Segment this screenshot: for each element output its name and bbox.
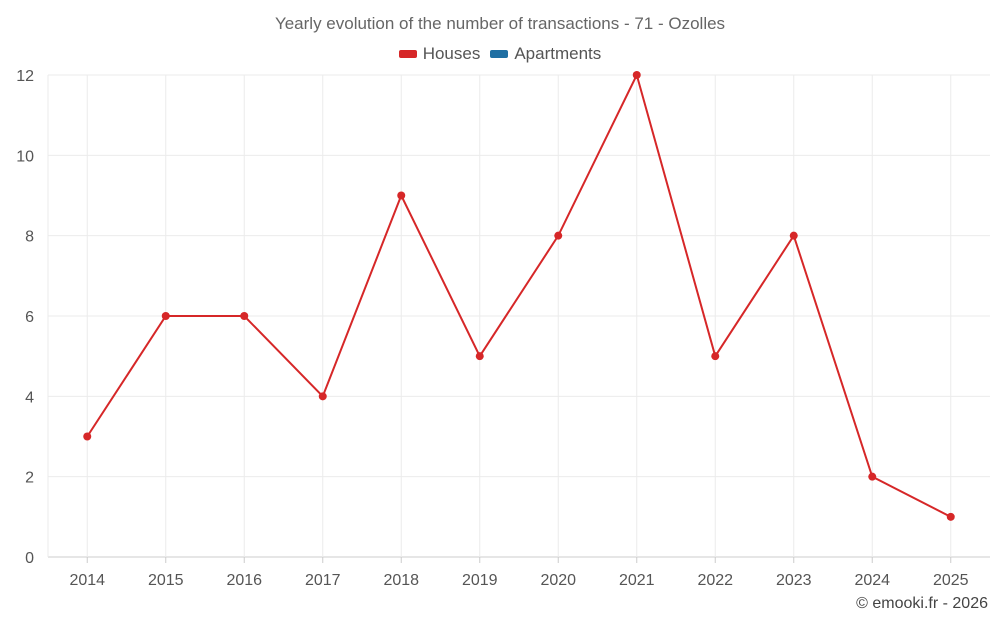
x-tick-label: 2021: [619, 572, 655, 589]
copyright-footer: © emooki.fr - 2026: [856, 595, 988, 612]
legend-swatch-apartments: [490, 50, 509, 58]
x-tick-label: 2015: [148, 572, 184, 589]
data-point: [554, 231, 563, 240]
chart-title: Yearly evolution of the number of transa…: [274, 14, 726, 33]
series-line-houses: [86, 72, 952, 518]
x-tick-label: 2025: [933, 572, 969, 589]
data-point: [711, 352, 720, 361]
y-tick-label: 2: [25, 470, 34, 487]
data-point: [868, 472, 877, 481]
y-tick-label: 4: [25, 389, 34, 406]
y-tick-label: 10: [16, 148, 34, 165]
x-tick-label: 2022: [697, 572, 733, 589]
y-tick-label: 8: [25, 229, 34, 246]
legend-label-apartments: Apartments: [514, 44, 602, 63]
x-tick-label: 2019: [462, 572, 498, 589]
legend-label-houses: Houses: [422, 44, 481, 63]
data-point: [318, 392, 327, 401]
legend-item-houses[interactable]: Houses: [398, 44, 481, 64]
data-point: [789, 231, 798, 240]
legend-item-apartments[interactable]: Apartments: [490, 44, 601, 64]
y-tick-label: 6: [25, 309, 34, 326]
data-point: [240, 312, 249, 320]
y-tick-label: 0: [25, 550, 34, 567]
data-point: [83, 432, 92, 441]
x-tick-label: 2014: [69, 572, 105, 589]
data-point: [397, 191, 406, 200]
x-tick-label: 2017: [305, 572, 341, 589]
x-tick-label: 2018: [383, 572, 419, 589]
legend-swatch-houses: [398, 50, 417, 58]
y-tick-label: 12: [16, 68, 34, 85]
data-point: [632, 71, 641, 79]
data-point: [475, 352, 484, 361]
x-tick-label: 2023: [776, 572, 812, 589]
data-point: [946, 512, 955, 521]
data-point: [161, 312, 170, 320]
x-tick-label: 2024: [854, 572, 890, 589]
x-tick-label: 2020: [540, 572, 576, 589]
x-tick-label: 2016: [226, 572, 262, 589]
chart-legend: Houses Apartments: [0, 44, 1000, 64]
